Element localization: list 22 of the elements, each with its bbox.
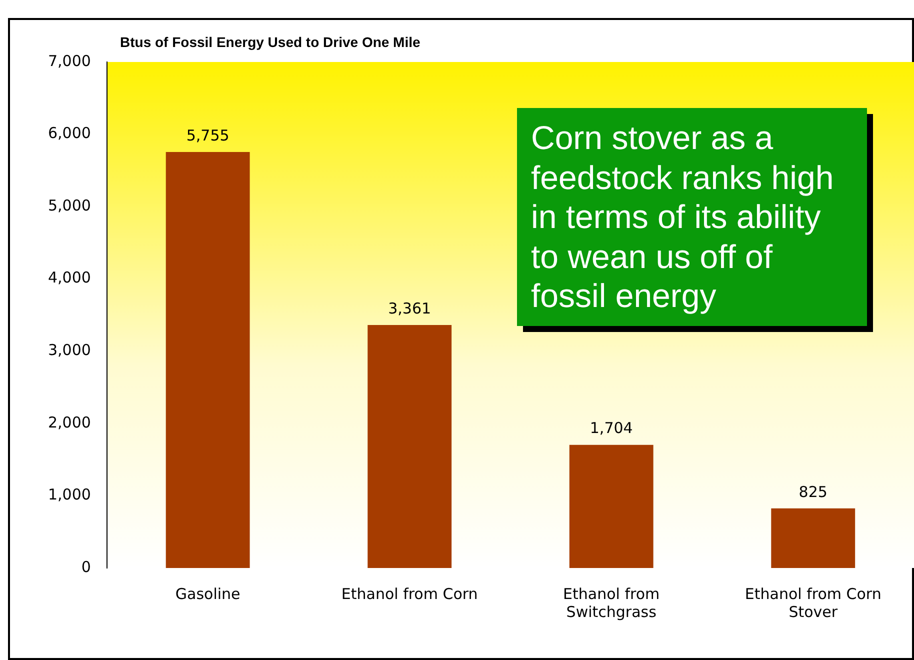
chart-title: Btus of Fossil Energy Used to Drive One Mile — [120, 34, 420, 50]
y-tick-label: 6,000 — [48, 124, 91, 142]
y-tick-label: 2,000 — [48, 413, 91, 432]
y-tick-label: 7,000 — [48, 52, 91, 70]
annotation: Corn stover as a feedstock ranks high in terms of its ability to wean us off of fossil energy — [517, 108, 867, 326]
y-tick-label: 0 — [81, 558, 91, 576]
bar — [166, 152, 250, 568]
data-label: 825 — [798, 482, 828, 501]
bar — [771, 508, 856, 568]
x-tick-label: Ethanol from Switchgrass — [563, 584, 660, 621]
x-tick-label: Gasoline — [175, 584, 240, 603]
y-tick-label: 5,000 — [48, 196, 91, 214]
x-tick-label: Ethanol from Corn Stover — [744, 584, 882, 621]
bar — [368, 325, 452, 568]
y-tick-label: 1,000 — [48, 486, 91, 504]
y-tick-label: 4,000 — [48, 268, 91, 287]
x-tick-label: Ethanol from Corn — [341, 584, 478, 603]
bar — [569, 444, 654, 568]
data-label: 3,361 — [388, 299, 432, 318]
y-tick-label: 3,000 — [48, 341, 91, 360]
data-label: 5,755 — [186, 126, 230, 144]
data-label: 1,704 — [590, 419, 633, 438]
